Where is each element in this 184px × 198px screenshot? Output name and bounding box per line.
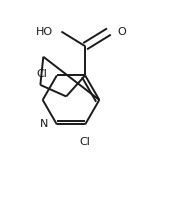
Text: O: O bbox=[117, 27, 126, 37]
Text: N: N bbox=[40, 119, 49, 129]
Text: Cl: Cl bbox=[36, 69, 47, 79]
Text: HO: HO bbox=[36, 27, 53, 37]
Text: Cl: Cl bbox=[80, 137, 91, 147]
